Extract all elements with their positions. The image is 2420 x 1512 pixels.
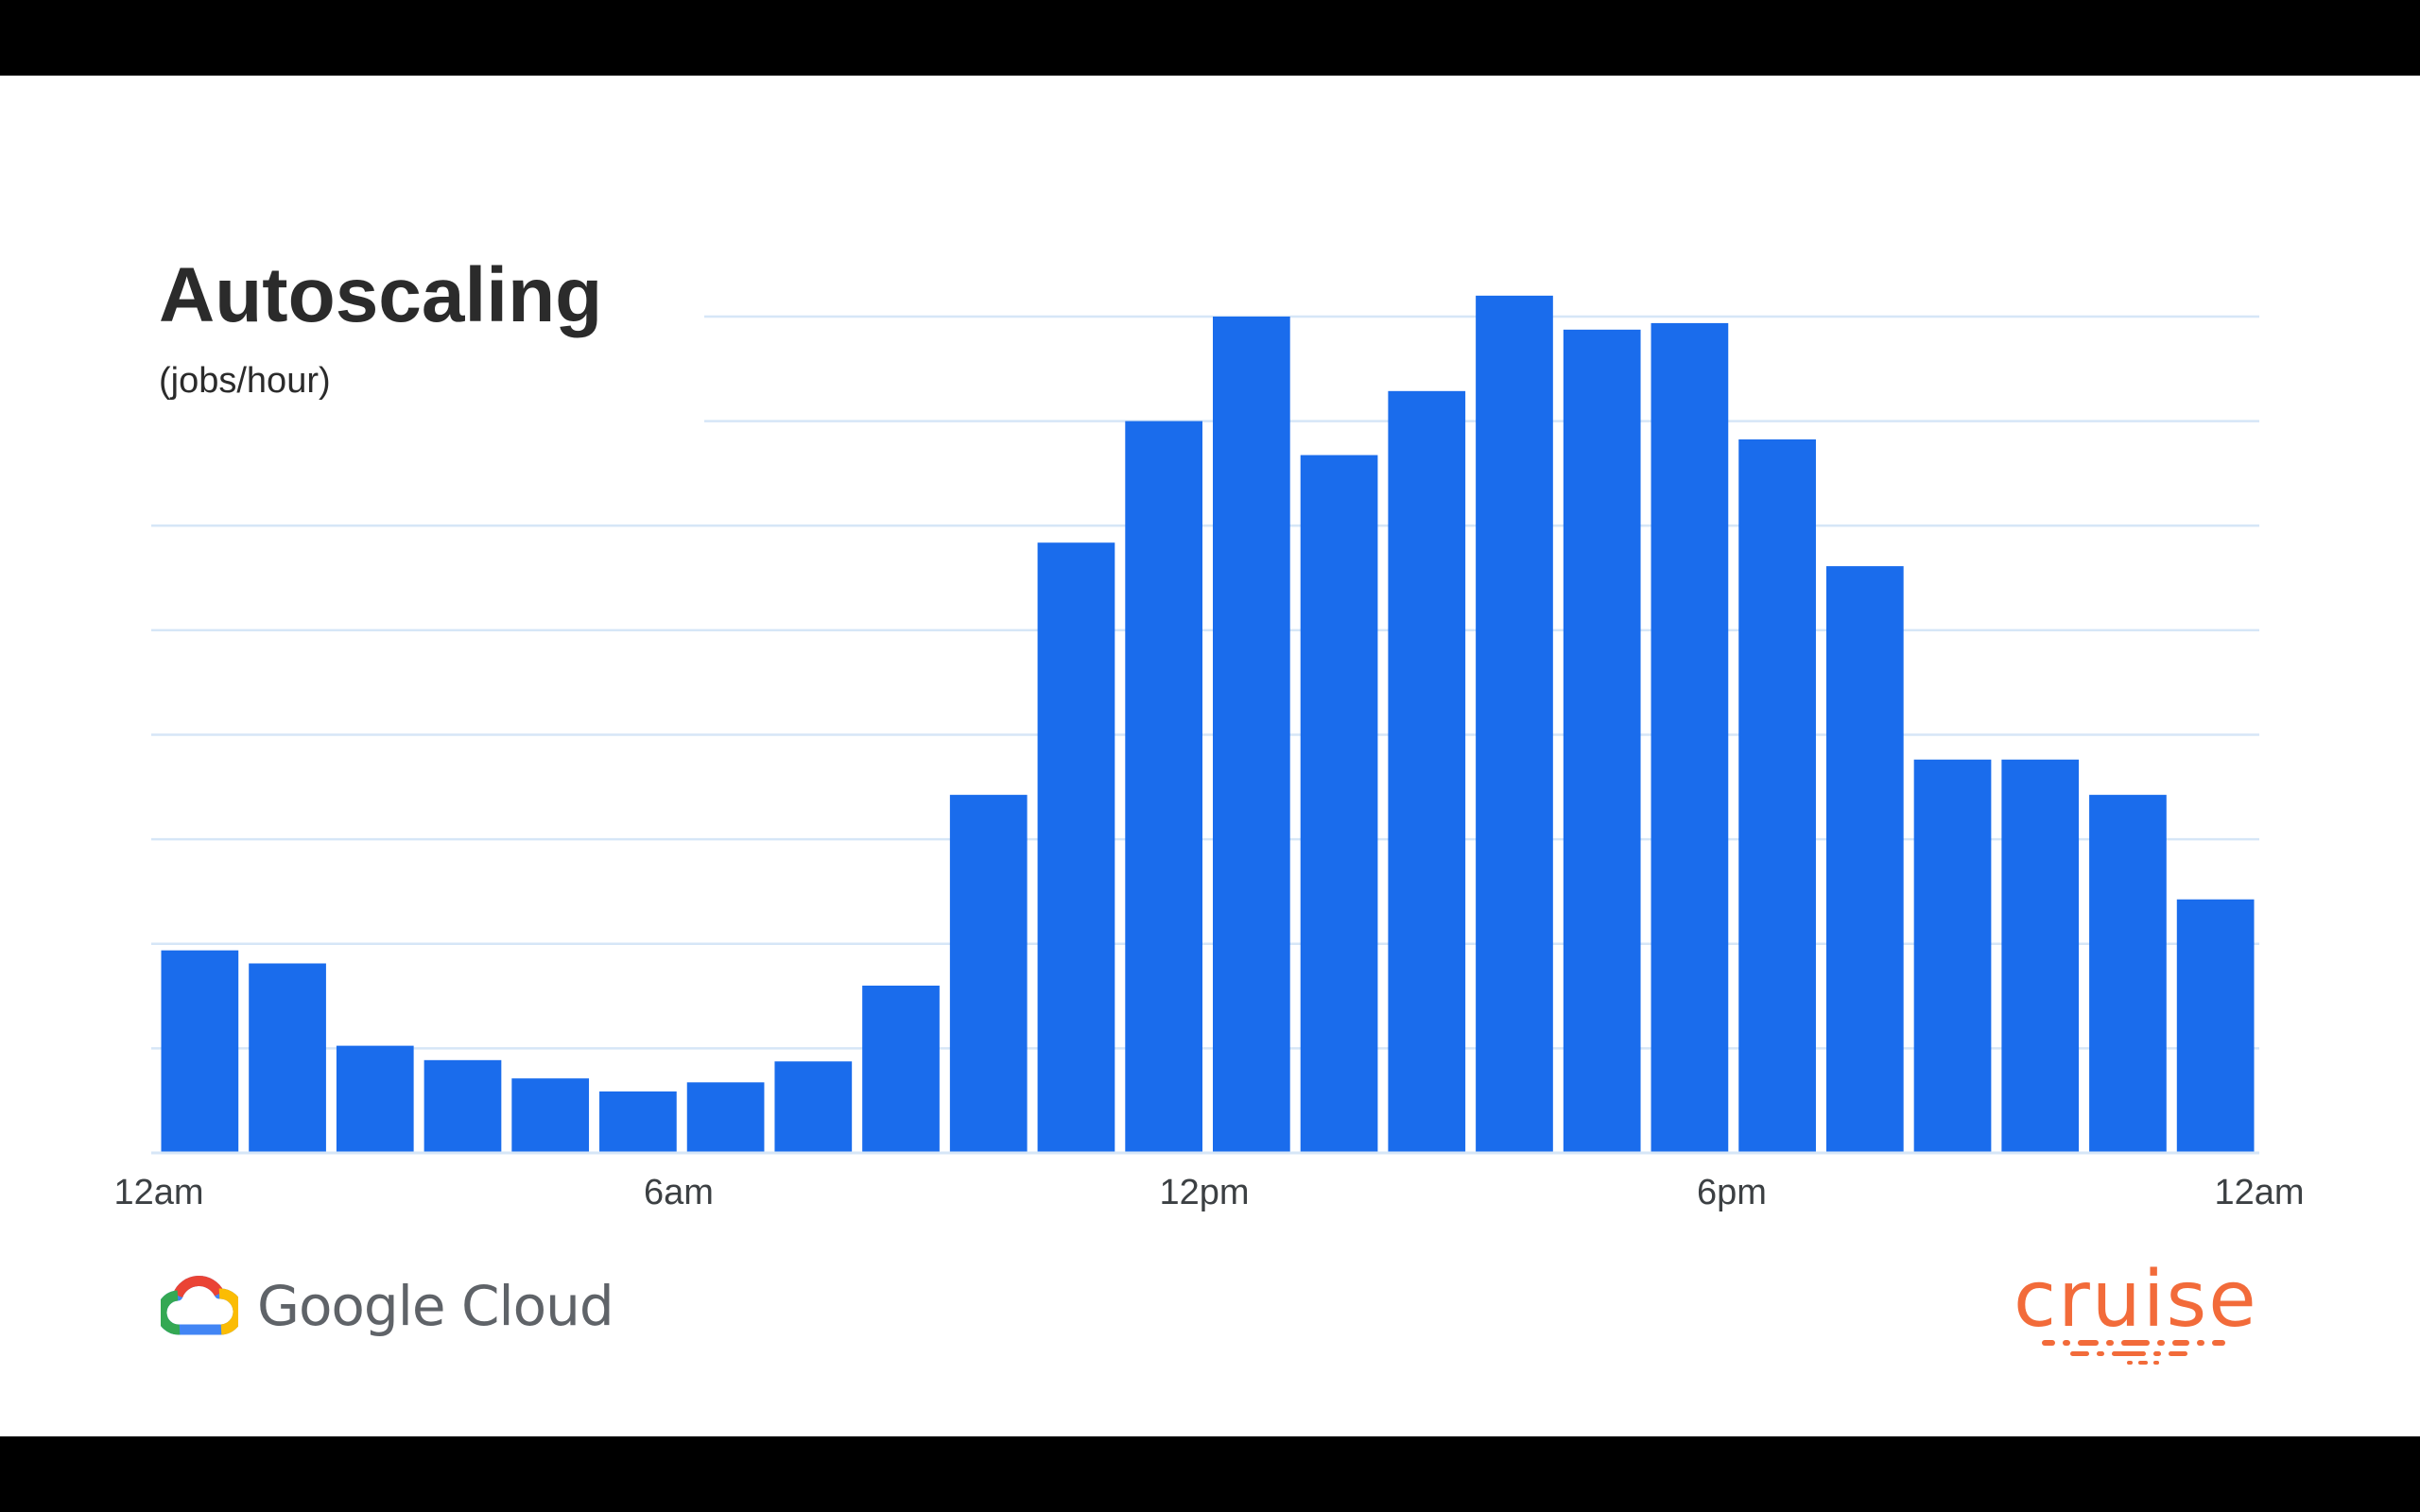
bar-hour-5 — [599, 1091, 677, 1153]
bar-hour-6 — [686, 1082, 765, 1153]
x-axis-ticks: 12am 6am 12pm 6pm 12am — [113, 1173, 2304, 1212]
bar-chart: 12am 6am 12pm 6pm 12am — [113, 295, 2305, 1212]
x-tick-label: 6am — [644, 1173, 714, 1212]
cruise-logo: cruise — [2014, 1255, 2269, 1365]
bar-hour-8 — [862, 986, 940, 1153]
x-tick-label: 12pm — [1159, 1173, 1249, 1212]
chart-subtitle: (jobs/hour) — [159, 361, 331, 401]
bars — [161, 295, 2255, 1153]
bar-hour-10 — [1037, 542, 1115, 1153]
bar-hour-7 — [774, 1061, 853, 1153]
bar-hour-3 — [424, 1059, 502, 1153]
gridlines — [151, 315, 2259, 1050]
bar-hour-21 — [2001, 759, 2080, 1153]
cruise-wordmark: cruise — [2014, 1255, 2258, 1345]
x-tick-label: 6pm — [1697, 1173, 1767, 1212]
bar-hour-19 — [1825, 566, 1904, 1153]
bar-hour-4 — [511, 1078, 590, 1153]
google-cloud-wordmark: Google Cloud — [257, 1274, 614, 1338]
bar-hour-2 — [336, 1045, 414, 1153]
bar-hour-23 — [2176, 899, 2255, 1153]
bar-hour-20 — [1913, 759, 1992, 1153]
bar-hour-12 — [1213, 317, 1290, 1153]
bar-hour-17 — [1651, 322, 1729, 1153]
bar-hour-13 — [1300, 455, 1378, 1153]
bar-hour-0 — [161, 950, 239, 1153]
cruise-dots-decoration — [2042, 1340, 2225, 1365]
google-cloud-logo: Google Cloud — [161, 1274, 614, 1338]
slide: 12am 6am 12pm 6pm 12am Autoscaling (jobs/hou… — [0, 76, 2420, 1436]
bar-hour-14 — [1388, 390, 1466, 1153]
bar-hour-1 — [249, 963, 326, 1153]
bar-hour-18 — [1738, 438, 1816, 1153]
bar-hour-9 — [949, 795, 1028, 1153]
chart-title: Autoscaling — [159, 252, 603, 338]
google-cloud-icon — [161, 1276, 238, 1335]
bar-hour-22 — [2089, 795, 2167, 1153]
x-tick-label: 12am — [113, 1173, 203, 1212]
bar-hour-15 — [1476, 295, 1553, 1153]
bar-hour-11 — [1125, 421, 1202, 1153]
bar-hour-16 — [1563, 329, 1641, 1153]
x-tick-label: 12am — [2214, 1173, 2304, 1212]
